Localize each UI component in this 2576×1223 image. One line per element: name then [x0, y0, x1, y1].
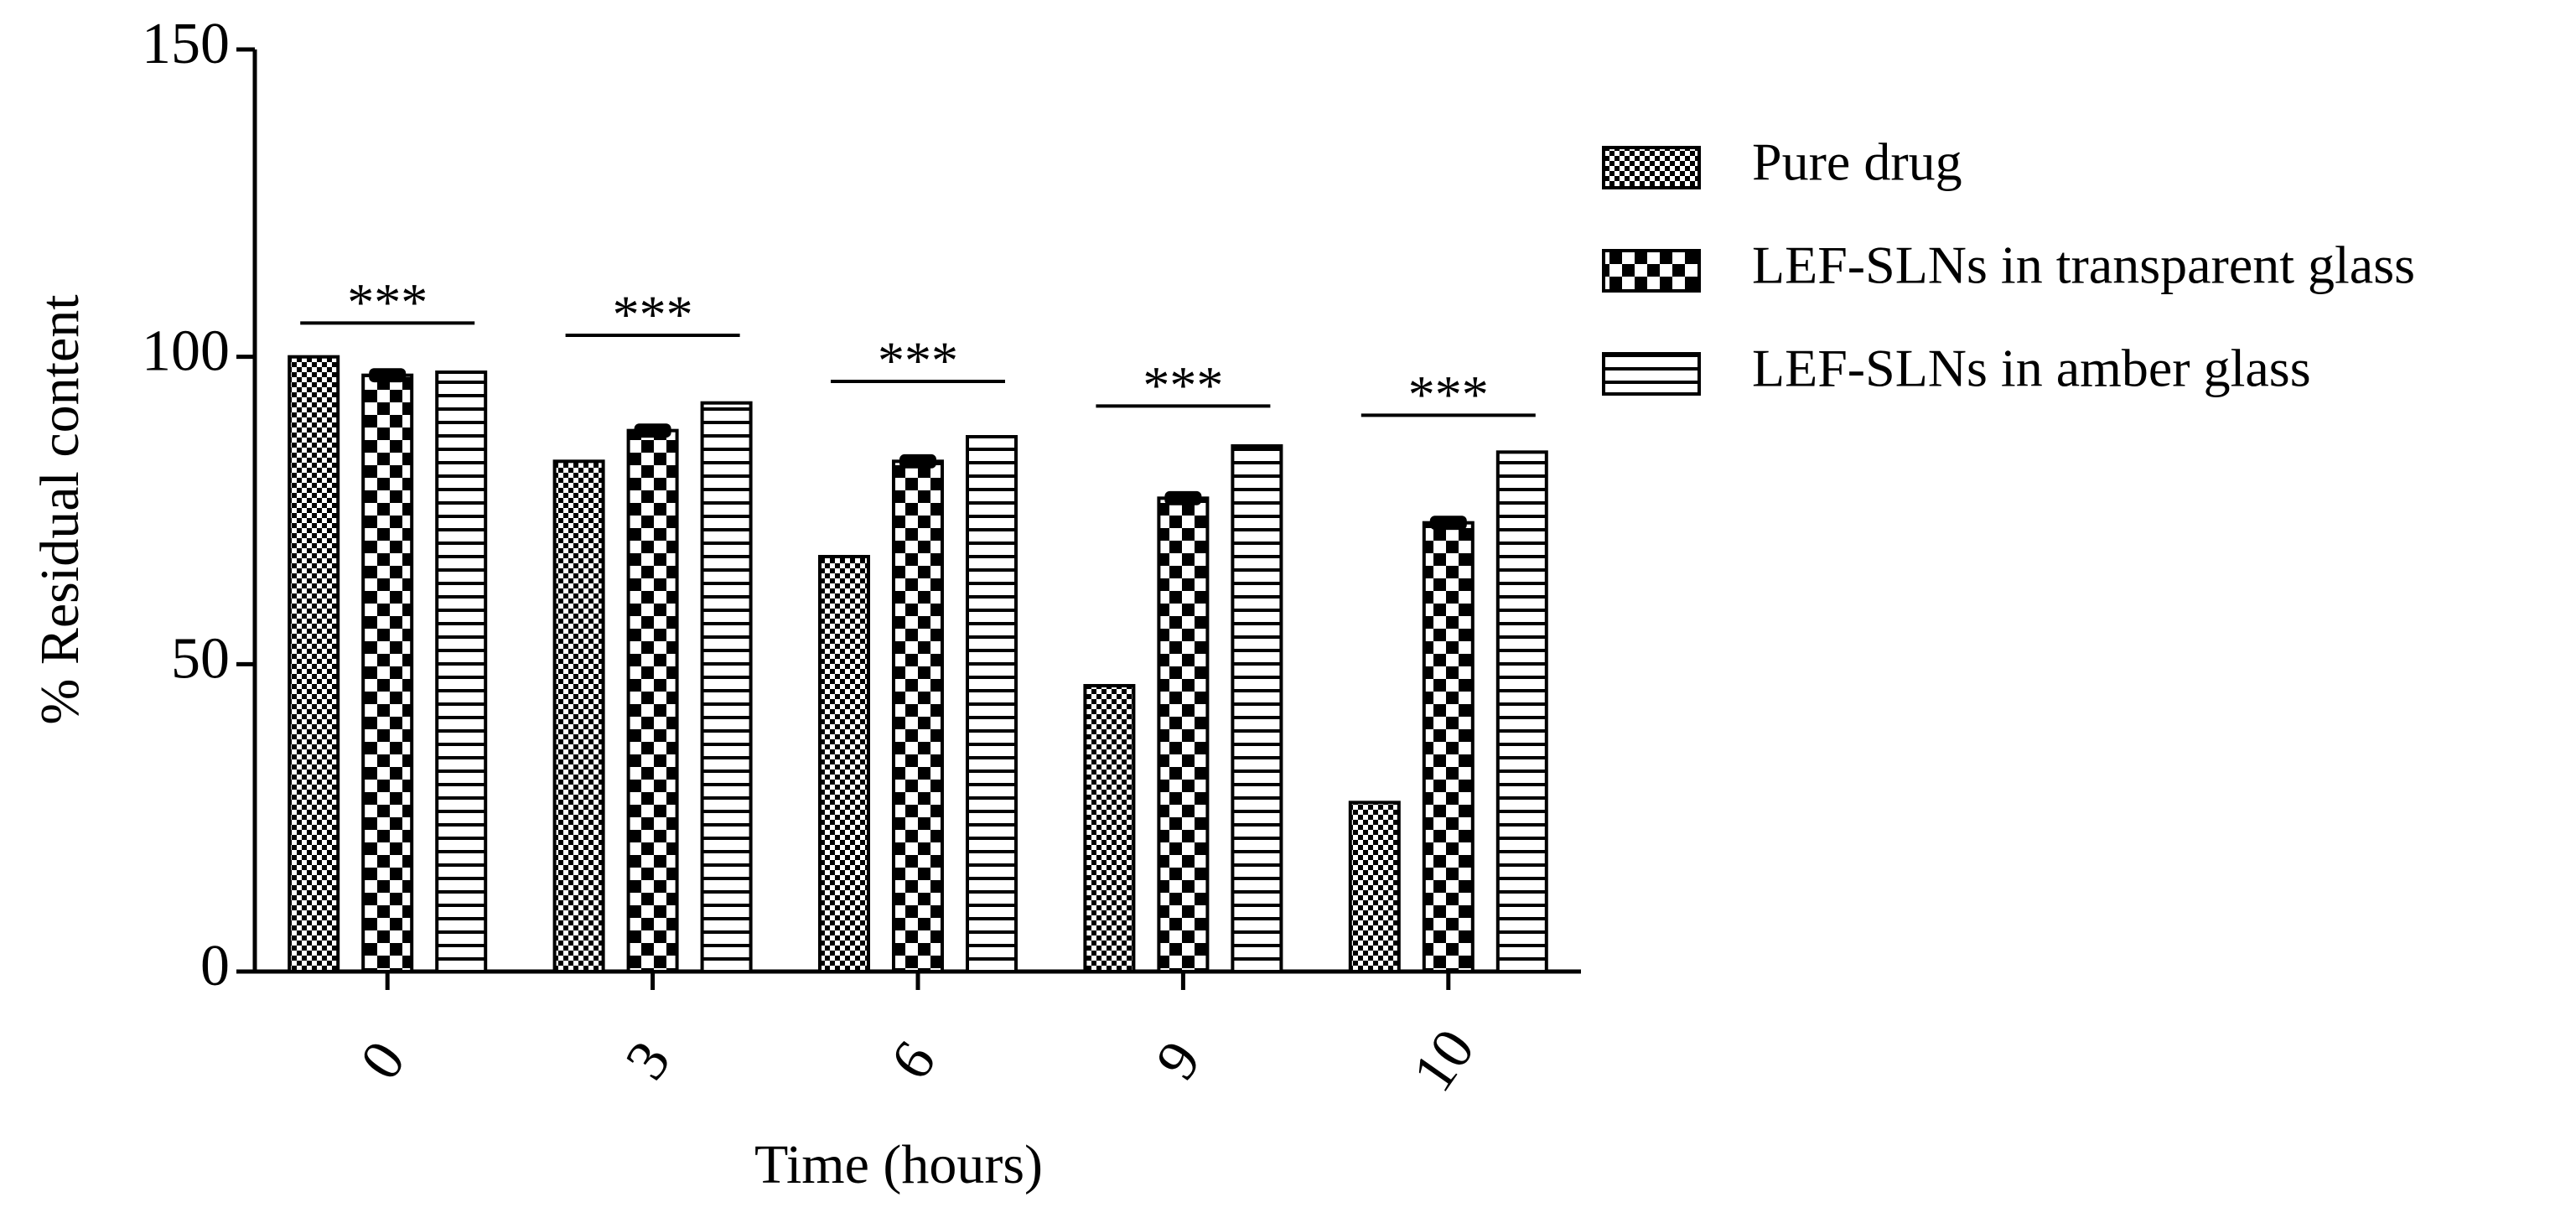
- x-tick-label: 6: [879, 1030, 948, 1091]
- x-axis-title: Time (hours): [754, 1134, 1043, 1195]
- bar: [552, 459, 605, 973]
- legend-label: LEF-SLNs in amber glass: [1752, 339, 2311, 398]
- legend-swatch: [1602, 249, 1701, 293]
- legend-label: LEF-SLNs in transparent glass: [1752, 236, 2415, 295]
- bar: [435, 371, 488, 973]
- error-cap: [634, 423, 671, 438]
- bar: [1495, 450, 1548, 973]
- y-tick-label: 50: [171, 626, 230, 691]
- y-tick-label: 0: [200, 934, 230, 998]
- x-tick-label: 9: [1144, 1030, 1214, 1091]
- error-cap: [369, 368, 407, 383]
- bar: [288, 355, 340, 973]
- y-tick-label: 100: [142, 319, 230, 384]
- bar: [818, 555, 870, 973]
- bar: [966, 435, 1018, 973]
- legend-swatch: [1602, 146, 1701, 189]
- bar: [1422, 521, 1475, 973]
- x-tick-label: 0: [348, 1030, 417, 1091]
- legend-label: Pure drug: [1752, 132, 1962, 192]
- y-tick-label: 150: [142, 12, 230, 76]
- significance-label: ***: [878, 331, 958, 391]
- error-cap: [1429, 516, 1467, 531]
- bar: [1157, 496, 1210, 973]
- significance-label: ***: [1408, 365, 1489, 424]
- x-tick-label: 10: [1401, 1018, 1487, 1104]
- significance-label: ***: [347, 272, 428, 332]
- legend-swatch: [1602, 352, 1701, 396]
- bar: [1348, 801, 1401, 973]
- error-cap: [899, 453, 936, 469]
- significance-label: ***: [613, 285, 693, 345]
- y-axis-title: % Residual content: [29, 294, 91, 724]
- x-tick-label: 3: [614, 1030, 683, 1091]
- bar: [361, 373, 414, 973]
- bar: [700, 401, 753, 973]
- bar: [626, 428, 679, 973]
- error-cap: [1164, 490, 1202, 505]
- bar: [892, 459, 944, 973]
- bar: [1083, 684, 1136, 973]
- significance-label: ***: [1143, 355, 1223, 415]
- bar: [1231, 444, 1283, 973]
